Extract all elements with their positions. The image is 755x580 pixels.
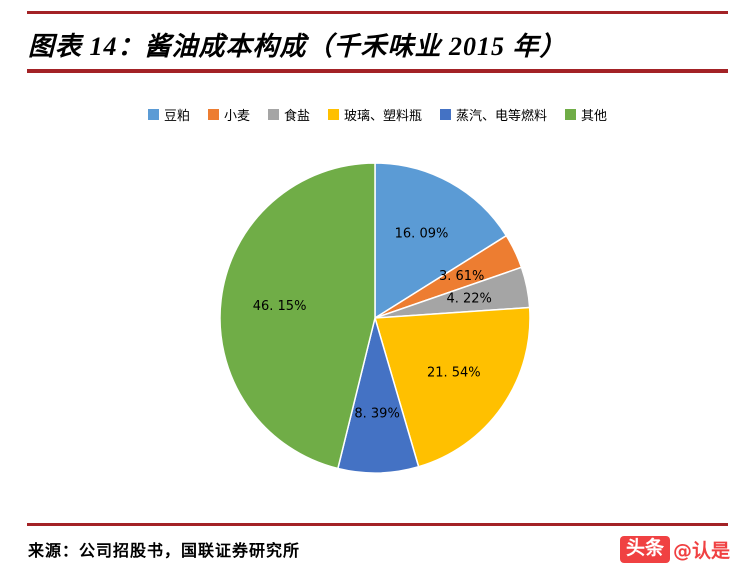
pie-data-label: 8. 39%: [354, 407, 399, 422]
legend-label: 蒸汽、电等燃料: [456, 109, 548, 124]
title-underline-rule: [27, 69, 728, 73]
bottom-rule: [27, 523, 728, 526]
pie-data-label: 46. 15%: [253, 299, 307, 314]
pie-data-label: 3. 61%: [439, 269, 484, 284]
legend-swatch: [328, 109, 339, 120]
figure-title: 图表 14：酱油成本构成（千禾味业 2015 年）: [28, 32, 567, 61]
legend-label: 玻璃、塑料瓶: [344, 109, 423, 124]
source-text: 来源：公司招股书，国联证券研究所: [28, 543, 301, 560]
legend-swatch: [207, 109, 219, 120]
pie-slice-3: [374, 306, 531, 468]
legend-item: 玻璃、塑料瓶: [328, 105, 422, 124]
pie-data-label: 21. 54%: [427, 366, 481, 381]
legend-label: 豆粕: [163, 109, 190, 124]
chart-legend: 豆粕 小麦 食盐 玻璃、塑料瓶 蒸汽、电等燃料 其他: [0, 105, 755, 124]
watermark-handle: @认是: [672, 540, 730, 562]
legend-swatch: [147, 109, 159, 120]
legend-item: 小麦: [207, 105, 250, 124]
legend-item: 食盐: [267, 105, 310, 124]
legend-label: 小麦: [223, 109, 250, 124]
pie-slice-5: [219, 162, 376, 470]
top-rule: [27, 11, 728, 14]
legend-label: 其他: [581, 109, 608, 124]
legend-item: 蒸汽、电等燃料: [440, 105, 547, 124]
legend-swatch: [440, 109, 452, 120]
legend-item: 豆粕: [147, 105, 190, 124]
legend-swatch: [267, 109, 279, 120]
legend-label: 食盐: [283, 109, 310, 124]
pie-data-label: 4. 22%: [446, 291, 491, 306]
legend-item: 其他: [565, 105, 607, 124]
toutiao-badge: 头条: [619, 536, 670, 563]
legend-swatch: [565, 109, 577, 120]
watermark: 头条 @认是: [619, 536, 730, 563]
pie-data-label: 16. 09%: [395, 226, 449, 241]
pie-slice-0: [374, 162, 508, 319]
